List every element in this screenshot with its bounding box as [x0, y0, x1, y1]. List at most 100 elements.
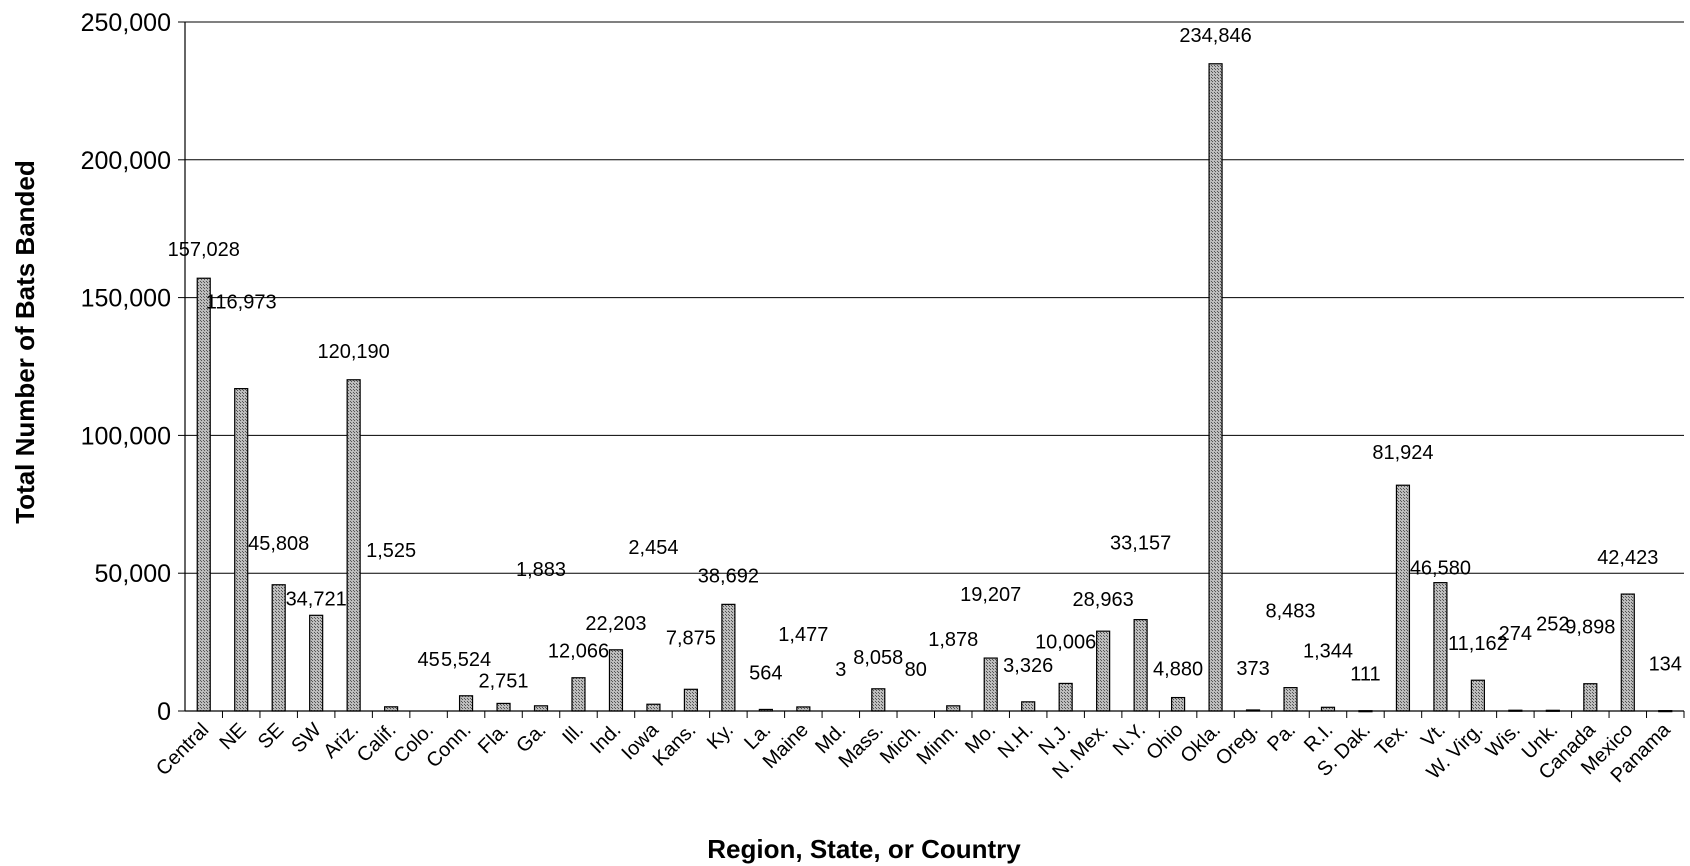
y-tick-labels: 0 50,000 100,000 150,000 200,000 250,000	[81, 9, 171, 726]
data-label: 1,525	[366, 540, 416, 562]
y-tick-label: 100,000	[81, 422, 171, 450]
bar	[196, 277, 211, 712]
gridlines	[185, 21, 1684, 574]
data-label: 9,898	[1565, 617, 1615, 639]
data-label: 373	[1236, 658, 1269, 680]
x-axis-title: Region, State, or Country	[707, 834, 1021, 864]
y-tick-label: 250,000	[81, 9, 171, 37]
x-tick-label: Ky.	[703, 719, 738, 754]
x-tick-label: Ill.	[558, 719, 588, 749]
data-label: 274	[1499, 623, 1532, 645]
data-label: 81,924	[1372, 442, 1433, 464]
bar	[983, 657, 998, 712]
axes	[178, 21, 1685, 718]
data-label: 3,326	[1003, 655, 1053, 677]
data-label: 11,162	[1448, 633, 1508, 655]
data-label: 564	[749, 662, 782, 684]
data-label: 4,880	[1153, 659, 1203, 681]
x-tick-label: Mo.	[961, 719, 1000, 758]
bar	[946, 705, 961, 712]
bar	[346, 379, 361, 712]
bar	[1395, 484, 1411, 712]
data-label: 2,751	[479, 670, 529, 692]
bar	[1433, 582, 1448, 712]
data-label: 1,883	[516, 559, 566, 581]
x-tick-label: N.Y.	[1109, 719, 1150, 760]
bar	[1170, 696, 1186, 712]
data-label: 2,454	[628, 537, 678, 559]
x-tick-label: Ga.	[512, 719, 550, 757]
data-label: 34,721	[286, 588, 347, 610]
data-label: 38,692	[698, 565, 759, 587]
data-label: 1,344	[1303, 640, 1353, 662]
bar	[234, 388, 249, 712]
y-tick-label: 50,000	[95, 560, 171, 588]
bar	[796, 706, 811, 712]
y-tick-label: 200,000	[81, 147, 171, 175]
data-label: 28,963	[1073, 589, 1134, 611]
x-tick-label: Oreg.	[1212, 719, 1263, 770]
bar	[646, 703, 661, 712]
x-tick-label: Central	[152, 719, 213, 780]
data-label: 22,203	[585, 613, 646, 635]
x-tick-label: Wis.	[1482, 719, 1525, 762]
x-tick-label: Fla.	[474, 719, 513, 758]
x-tick-label: NE	[216, 719, 251, 754]
x-tick-label: Pa.	[1263, 719, 1300, 756]
bar	[1058, 682, 1073, 712]
bar	[683, 688, 699, 712]
bar	[1208, 63, 1223, 712]
x-tick-label: Kans.	[649, 719, 701, 771]
data-label: 120,190	[317, 341, 389, 363]
bar	[1583, 683, 1598, 712]
data-label: 5,524	[441, 649, 491, 671]
bar	[309, 614, 324, 712]
bar	[458, 695, 474, 712]
y-tick-label: 0	[157, 698, 171, 726]
data-label: 46,580	[1410, 558, 1471, 580]
data-label: 111	[1350, 664, 1380, 686]
data-label: 1,878	[928, 629, 978, 651]
data-label: 7,875	[666, 627, 716, 649]
bar	[1096, 630, 1111, 712]
data-label: 8,483	[1265, 601, 1315, 623]
data-label: 42,423	[1597, 547, 1658, 569]
data-label: 3	[835, 659, 846, 681]
x-tick-label: Calif.	[353, 719, 401, 767]
bar	[871, 688, 886, 712]
data-label: 134	[1649, 654, 1682, 676]
data-label: 252	[1536, 613, 1569, 635]
data-label: 45	[417, 649, 439, 671]
y-tick-label: 150,000	[81, 285, 171, 313]
bar	[1620, 593, 1635, 712]
bar	[496, 702, 511, 712]
data-label: 8,058	[853, 647, 903, 669]
bar	[1021, 701, 1036, 712]
bar	[1133, 619, 1148, 712]
data-label: 116,973	[206, 292, 277, 314]
bar	[608, 649, 624, 712]
data-labels: 157,028 116,973 45,808 34,721 120,190 1,525 45…	[168, 25, 1682, 693]
data-label: 157,028	[168, 239, 240, 261]
data-label: 19,207	[960, 584, 1021, 606]
bar	[271, 584, 286, 712]
x-tick-label: N.H.	[994, 719, 1038, 763]
data-label: 33,157	[1110, 533, 1171, 555]
bar	[533, 705, 549, 712]
y-axis-title: Total Number of Bats Banded	[10, 160, 40, 524]
data-label: 10,006	[1035, 631, 1096, 653]
x-tick-label: Mich.	[876, 719, 925, 768]
bar	[571, 677, 586, 712]
x-tick-label: SE	[254, 719, 288, 753]
bars	[196, 63, 1673, 713]
data-label: 45,808	[248, 533, 309, 555]
data-label: 234,846	[1179, 25, 1251, 47]
data-label: 12,066	[548, 641, 609, 663]
x-tick-label: SW	[287, 719, 325, 757]
bar	[384, 706, 399, 712]
bar	[1470, 679, 1485, 712]
bar	[721, 603, 736, 712]
data-label: 1,477	[778, 624, 828, 646]
